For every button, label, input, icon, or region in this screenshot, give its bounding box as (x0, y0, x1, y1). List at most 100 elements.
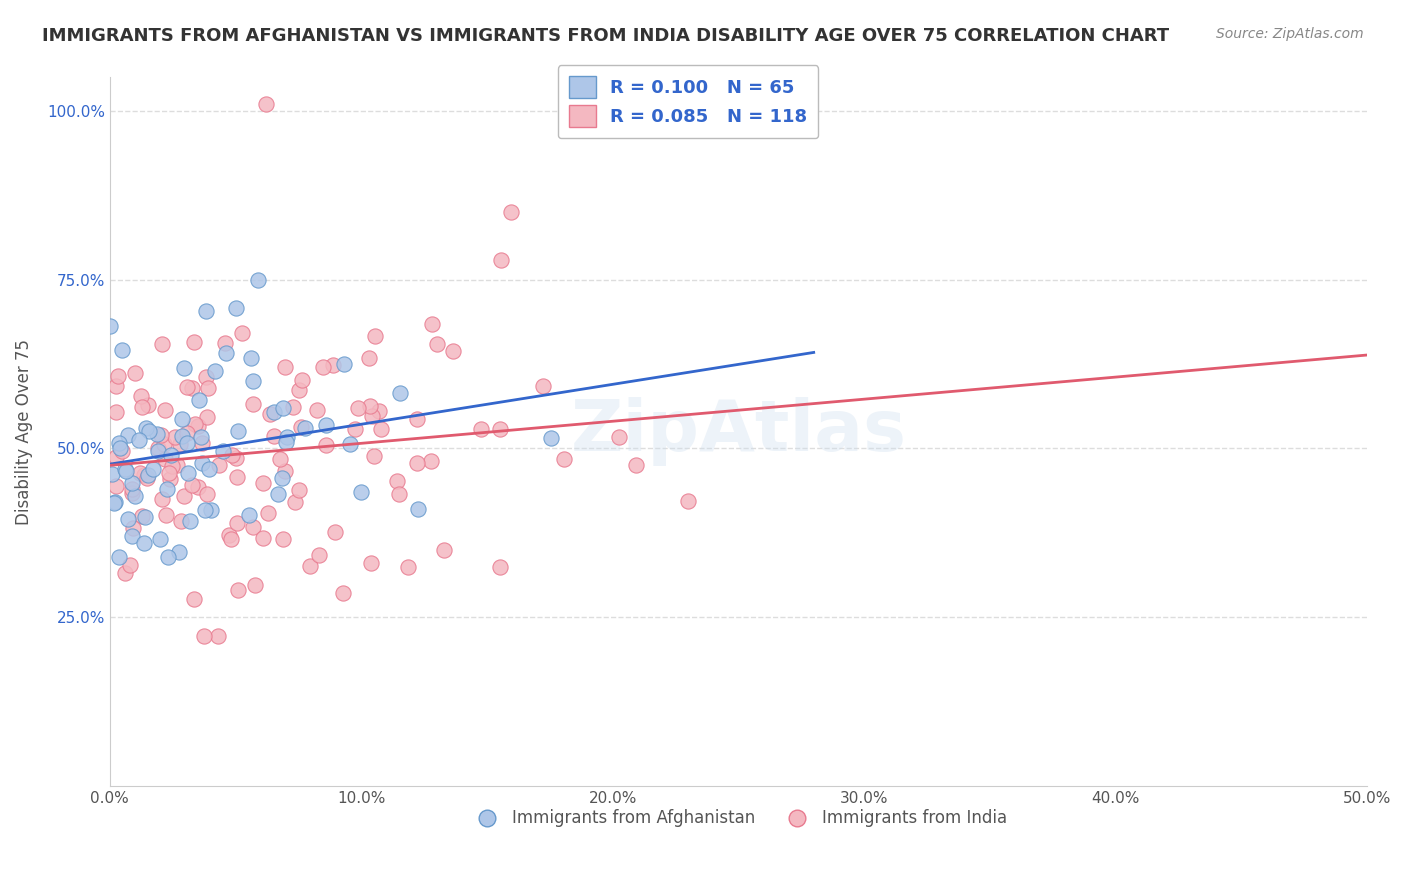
Point (215, 346, 238, 360)
Point (346, 401, 368, 415)
Point (207, 458, 229, 472)
Point (385, 474, 408, 488)
Point (433, 542, 456, 557)
Point (242, 397, 264, 411)
Point (194, 503, 217, 517)
Point (197, 381, 219, 395)
Point (343, 422, 366, 436)
Point (108, 436, 131, 450)
Point (149, 533, 172, 547)
Point (333, 357, 356, 371)
Point (274, 359, 297, 374)
Point (195, 304, 218, 318)
Point (256, 506, 278, 520)
Point (359, 399, 381, 413)
Point (678, 494, 700, 508)
Point (298, 558, 321, 573)
Point (270, 470, 292, 484)
Point (441, 344, 464, 359)
Point (173, 360, 195, 375)
Point (197, 462, 219, 476)
Point (191, 456, 214, 470)
Point (135, 421, 157, 435)
Point (242, 374, 264, 388)
Point (315, 437, 337, 451)
Point (218, 528, 240, 542)
Point (195, 410, 218, 425)
Point (177, 466, 200, 480)
Point (170, 514, 193, 528)
Point (322, 359, 344, 373)
Point (238, 508, 260, 522)
Point (128, 466, 150, 480)
Point (287, 383, 309, 397)
Point (105, 378, 128, 392)
Point (134, 535, 156, 549)
Point (117, 427, 139, 442)
Point (499, 205, 522, 219)
Point (121, 485, 143, 500)
Point (150, 428, 173, 442)
Point (173, 489, 195, 503)
Point (225, 301, 247, 316)
Point (176, 380, 198, 394)
Point (183, 334, 205, 349)
Point (252, 531, 274, 545)
Point (131, 508, 153, 523)
Point (187, 480, 209, 494)
Point (624, 458, 647, 472)
Point (138, 424, 160, 438)
Point (111, 343, 134, 358)
Point (169, 437, 191, 451)
Point (254, 97, 277, 112)
Point (187, 419, 209, 434)
Point (228, 424, 250, 438)
Point (357, 351, 380, 365)
Point (156, 483, 179, 497)
Point (263, 405, 285, 419)
Point (488, 560, 510, 574)
Point (271, 401, 294, 415)
Point (367, 403, 389, 417)
Point (607, 430, 630, 444)
Point (131, 400, 153, 414)
Legend: Immigrants from Afghanistan, Immigrants from India: Immigrants from Afghanistan, Immigrants … (463, 803, 1014, 834)
Point (114, 566, 136, 580)
Point (406, 456, 429, 470)
Point (105, 479, 128, 493)
Point (531, 379, 554, 393)
Point (105, 405, 128, 419)
Point (193, 629, 215, 643)
Point (540, 431, 562, 445)
Point (200, 503, 222, 517)
Point (225, 470, 247, 484)
Point (108, 442, 131, 456)
Point (190, 430, 212, 444)
Text: ZipAtlas: ZipAtlas (571, 397, 907, 467)
Point (105, 450, 128, 465)
Point (274, 464, 297, 478)
Point (180, 478, 202, 492)
Point (188, 392, 211, 407)
Point (129, 389, 152, 403)
Point (263, 429, 285, 443)
Point (181, 381, 204, 395)
Point (191, 436, 214, 450)
Point (103, 495, 125, 509)
Point (207, 628, 229, 642)
Point (274, 435, 297, 450)
Point (124, 490, 146, 504)
Point (162, 458, 184, 473)
Point (243, 578, 266, 592)
Point (308, 548, 330, 562)
Point (294, 421, 316, 435)
Point (155, 508, 177, 523)
Point (420, 318, 443, 332)
Point (150, 337, 173, 351)
Point (153, 452, 176, 467)
Point (152, 436, 174, 450)
Point (231, 326, 253, 341)
Point (103, 496, 125, 510)
Point (121, 476, 143, 491)
Point (226, 516, 249, 530)
